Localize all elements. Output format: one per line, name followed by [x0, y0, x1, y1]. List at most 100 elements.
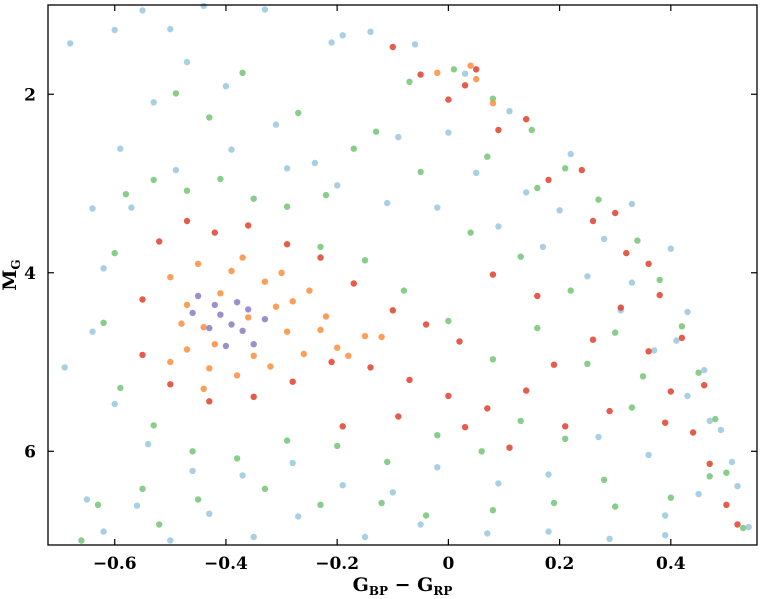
data-point-layer1-62: [350, 145, 357, 152]
data-point-layer1-54: [489, 507, 497, 514]
data-point-layer0-48: [650, 347, 658, 354]
data-point-layer0-31: [545, 528, 552, 535]
data-point-layer0-11: [506, 108, 513, 115]
data-point-layer0-60: [144, 440, 152, 448]
x-tick-label: −0.4: [204, 554, 248, 574]
data-point-layer1-39: [400, 287, 408, 294]
data-point-layer3-27: [200, 385, 207, 392]
data-point-layer0-55: [389, 489, 396, 496]
data-point-layer4-11: [245, 306, 252, 313]
data-point-layer3-25: [378, 333, 385, 341]
y-tick-label: 6: [24, 442, 36, 462]
data-point-layer1-56: [612, 503, 619, 510]
data-point-layer1-18: [712, 415, 719, 423]
data-point-layer0-58: [239, 472, 246, 479]
data-point-layer2-51: [656, 291, 663, 299]
data-point-layer2-18: [406, 376, 413, 384]
data-point-layer0-76: [706, 417, 713, 425]
data-point-layer1-45: [612, 329, 619, 336]
data-point-layer2-15: [289, 378, 296, 385]
data-point-layer3-3: [183, 346, 191, 353]
data-point-layer0-75: [673, 337, 680, 344]
data-point-layer1-16: [678, 323, 686, 330]
data-point-layer2-55: [734, 521, 741, 528]
data-point-layer0-79: [662, 512, 669, 519]
data-point-layer2-50: [623, 249, 630, 257]
data-point-layer2-4: [283, 241, 291, 248]
data-point-layer1-11: [528, 126, 535, 134]
x-tick-label: 0: [442, 554, 454, 574]
data-point-layer2-28: [706, 460, 713, 467]
data-point-layer2-12: [167, 381, 174, 388]
data-point-layer2-16: [328, 358, 335, 366]
data-point-layer3-7: [300, 350, 307, 358]
data-point-layer2-14: [250, 393, 257, 400]
data-point-layer0-44: [495, 223, 502, 230]
data-point-layer0-56: [339, 482, 346, 489]
data-point-layer2-39: [578, 166, 585, 174]
data-point-layer1-57: [667, 494, 674, 501]
data-point-layer0-22: [100, 528, 107, 535]
axis-label-subscript: BP: [369, 584, 388, 598]
x-tick-label: −0.2: [315, 554, 359, 574]
data-point-layer0-1: [111, 26, 118, 34]
data-point-layer2-17: [367, 364, 374, 371]
data-point-layer1-24: [189, 448, 196, 455]
data-point-layer3-0: [167, 274, 174, 281]
data-point-layer1-59: [239, 69, 246, 77]
data-point-layer1-17: [695, 369, 702, 376]
x-tick-label: 0.2: [545, 554, 575, 574]
data-point-layer3-32: [434, 69, 441, 77]
data-point-layer0-0: [67, 40, 74, 47]
data-point-layer1-67: [156, 521, 163, 528]
data-point-layer3-1: [183, 301, 191, 309]
data-point-layer2-37: [461, 82, 469, 89]
data-point-layer1-32: [562, 435, 569, 442]
data-point-layer2-40: [612, 209, 619, 217]
data-point-layer2-48: [545, 176, 552, 184]
data-point-layer0-24: [167, 537, 174, 544]
axis-label-part: M: [0, 270, 21, 291]
data-point-layer3-28: [239, 254, 246, 261]
data-point-layer1-47: [94, 501, 102, 508]
data-point-layer1-58: [206, 114, 213, 121]
data-point-layer2-8: [422, 321, 430, 328]
data-point-layer3-26: [167, 358, 174, 366]
data-point-layer1-35: [584, 360, 591, 367]
data-point-layer0-33: [662, 532, 669, 539]
axis-label-subscript: RP: [433, 584, 452, 598]
data-point-layer0-8: [367, 28, 374, 35]
data-point-layer4-10: [228, 321, 235, 328]
data-point-layer0-7: [339, 32, 346, 39]
data-point-layer0-59: [189, 467, 196, 475]
x-axis: −0.6 −0.4 −0.2 0 0.2 0.4: [93, 5, 686, 574]
data-point-layer3-10: [322, 313, 330, 320]
data-point-layer4-8: [250, 341, 257, 348]
data-point-layer0-43: [434, 204, 441, 211]
data-point-layer0-14: [667, 245, 674, 252]
data-point-layer2-21: [523, 387, 530, 394]
data-point-layer3-16: [245, 314, 252, 321]
data-point-layer2-41: [645, 260, 652, 267]
data-point-layer4-2: [233, 299, 241, 306]
data-point-layer0-10: [461, 70, 469, 77]
data-point-layer1-66: [78, 537, 85, 544]
data-point-layer3-14: [194, 260, 202, 267]
data-point-layer1-0: [122, 191, 130, 198]
data-point-layer1-13: [595, 196, 602, 203]
data-point-layer0-4: [200, 2, 207, 10]
data-point-layer1-27: [334, 442, 341, 450]
data-point-layer2-34: [395, 413, 402, 420]
data-point-layer3-23: [306, 287, 313, 294]
data-point-layer1-30: [478, 448, 485, 455]
data-point-layer3-2: [200, 324, 207, 331]
data-point-layer0-42: [384, 199, 391, 207]
data-point-layer1-36: [534, 324, 541, 332]
data-point-layer4-3: [206, 324, 213, 332]
data-point-layer0-53: [495, 480, 502, 487]
data-point-layer0-70: [473, 169, 480, 176]
data-point-layer4-1: [217, 311, 224, 318]
data-point-layer4-4: [239, 327, 246, 334]
data-point-layer2-36: [473, 66, 480, 73]
data-point-layer4-6: [222, 342, 230, 350]
